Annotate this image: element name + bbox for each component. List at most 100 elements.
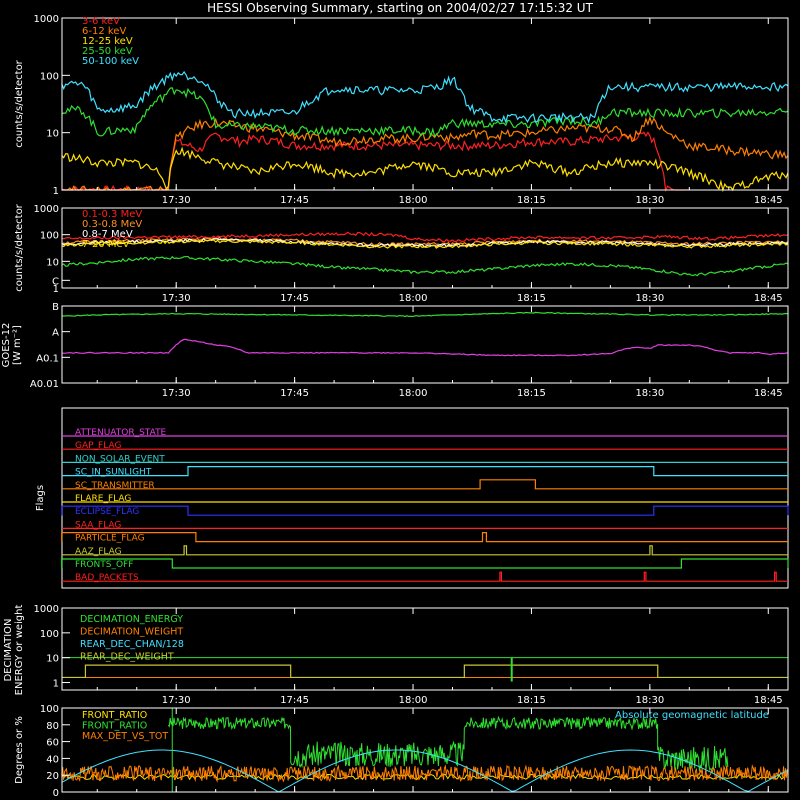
flag-line-fronts_off [61, 558, 789, 569]
ratio-ytick-label-0: 0 [53, 788, 59, 799]
lc_high-xtick-label-5: 18:45 [754, 293, 783, 304]
flag-label-3: SC_IN_SUNLIGHT [75, 468, 152, 478]
ratio-legend-2: MAX_DET_VS_TOT [82, 731, 168, 742]
lc_low-xtick-label-2: 18:00 [399, 195, 428, 206]
lc_low-series-2 [61, 146, 789, 193]
goes-ytick-label-2: A [52, 328, 59, 339]
lc_low-xtick-label-5: 18:45 [754, 195, 783, 206]
lc_high-legend-3: 7-20 MeV [82, 239, 130, 250]
flag-label-10: FRONTS_OFF [75, 560, 133, 570]
ratio-ytick-label-2: 40 [46, 754, 59, 765]
lc_low-xtick-label-3: 18:15 [517, 195, 546, 206]
flags-ylabel: Flags [35, 485, 46, 511]
ratio-geomag-latitude [61, 749, 789, 793]
lc_low-series-4 [61, 70, 789, 124]
ratio-front-green [167, 715, 729, 772]
lc_high-xtick-label-1: 17:45 [280, 293, 309, 304]
decimation-xtick-label-0: 17:30 [162, 695, 191, 706]
decimation-legend-3: REAR_DEC_WEIGHT [80, 652, 174, 663]
lc_high-ytick-label-1: 10 [46, 257, 59, 268]
lc_high-xtick-label-4: 18:30 [635, 293, 664, 304]
lc_high-ytick-label-2: 100 [40, 231, 59, 242]
lc_low-legend-4: 50-100 keV [82, 56, 139, 67]
ratio-legend-1: FRONT_RATIO [82, 721, 147, 732]
lc_high-series-0 [61, 231, 789, 243]
goes-ytick-label-4: C [52, 276, 59, 287]
goes-ylabel: GOES-12 [1, 323, 12, 368]
page-title: HESSI Observing Summary, starting on 200… [207, 1, 593, 15]
ratio-max-det [61, 764, 788, 783]
ratio-ylabel: Degrees or % [14, 716, 25, 784]
flag-line-sc_transmitter [62, 479, 788, 490]
lc_low-frame [61, 17, 789, 191]
lc_high-series-3 [61, 239, 789, 249]
flag-line-aaz_flag [62, 545, 788, 556]
decimation-xtick-label-1: 17:45 [280, 695, 309, 706]
lc_low-series-1 [61, 115, 789, 191]
lc_low-xtick-label-4: 18:30 [635, 195, 664, 206]
ratio-frame [61, 707, 789, 793]
lc_low-ytick-label-1: 10 [46, 129, 59, 140]
flag-label-8: PARTICLE_FLAG [75, 534, 145, 544]
goes-series-1 [61, 338, 789, 357]
ratio-annotation: Absolute geomagnetic latitude [615, 710, 769, 721]
goes-xtick-label-1: 17:45 [280, 388, 309, 399]
decimation-legend-2: REAR_DEC_CHAN/128 [80, 639, 184, 650]
goes-xtick-label-0: 17:30 [162, 388, 191, 399]
flag-line-eclipse_flag [61, 505, 789, 516]
decimation-xtick-label-2: 18:00 [399, 695, 428, 706]
flag-label-7: SAA_FLAG [75, 520, 121, 530]
flag-line-bad_packets [62, 571, 788, 582]
lc_high-xtick-label-0: 17:30 [162, 293, 191, 304]
lc_high-legend-0: 0.1-0.3 MeV [82, 209, 142, 220]
lc_low-legend-3: 25-50 keV [82, 46, 133, 57]
goes-ytick-label-1: A0.1 [36, 353, 59, 364]
lc_low-ytick-label-2: 100 [40, 71, 59, 82]
flag-label-9: AAZ_FLAG [75, 547, 122, 557]
flag-label-5: FLARE_FLAG [75, 494, 131, 504]
lc_low-legend-0: 3-6 keV [82, 16, 120, 27]
flag-label-1: GAP_FLAG [75, 441, 121, 451]
ratio-ytick-label-5: 100 [40, 704, 59, 715]
goes-frame [61, 305, 789, 384]
decimation-legend-1: DECIMATION_WEIGHT [80, 627, 183, 638]
lc_high-legend-2: 0.8-7 MeV [82, 229, 133, 240]
goes-ytick-label-3: B [52, 302, 59, 313]
goes-ylabel-units: [W m⁻²] [12, 325, 23, 365]
lc_high-series-4 [61, 255, 789, 277]
decimation-xtick-label-5: 18:45 [754, 695, 783, 706]
goes-ytick-label-0: A0.01 [30, 379, 59, 390]
ratio-legend-0: FRONT_RATIO [82, 710, 147, 721]
flag-label-2: NON_SOLAR_EVENT [75, 454, 165, 464]
goes-xtick-label-3: 18:15 [517, 388, 546, 399]
lc_low-legend-1: 6-12 keV [82, 26, 126, 37]
goes-series-0 [61, 311, 789, 318]
lc_low-series-3 [61, 87, 789, 138]
goes-xtick-label-5: 18:45 [754, 388, 783, 399]
lc_low-ytick-label-3: 1000 [34, 14, 59, 25]
flag-label-0: ATTENUATOR_STATE [75, 428, 167, 438]
lc_high-legend-1: 0.3-0.8 MeV [82, 219, 142, 230]
ratio-ytick-label-1: 20 [46, 771, 59, 782]
lc_low-ylabel: counts/s/detector [14, 59, 25, 147]
ratio-ytick-label-4: 80 [46, 721, 59, 732]
decimation-ylabel-1: ENERGY or weight [14, 605, 25, 696]
lc_low-xtick-label-0: 17:30 [162, 195, 191, 206]
decimation-ytick-label-2: 100 [40, 629, 59, 640]
lc_low-legend-2: 12-25 keV [82, 36, 133, 47]
flag-label-11: BAD_PACKETS [75, 573, 139, 583]
lc_high-xtick-label-3: 18:15 [517, 293, 546, 304]
flag-line-sc_in_sunlight [62, 466, 788, 477]
decimation-xtick-label-4: 18:30 [635, 695, 664, 706]
decimation-xtick-label-3: 18:15 [517, 695, 546, 706]
lc_high-xtick-label-2: 18:00 [399, 293, 428, 304]
lc_high-ytick-label-3: 1000 [34, 204, 59, 215]
lc_low-xtick-label-1: 17:45 [280, 195, 309, 206]
flag-label-4: SC_TRANSMITTER [75, 481, 155, 491]
lc_low-ytick-label-0: 1 [53, 186, 59, 197]
flag-line-particle_flag [61, 532, 788, 543]
ratio-ytick-label-3: 60 [46, 738, 59, 749]
flags-frame [61, 407, 789, 589]
